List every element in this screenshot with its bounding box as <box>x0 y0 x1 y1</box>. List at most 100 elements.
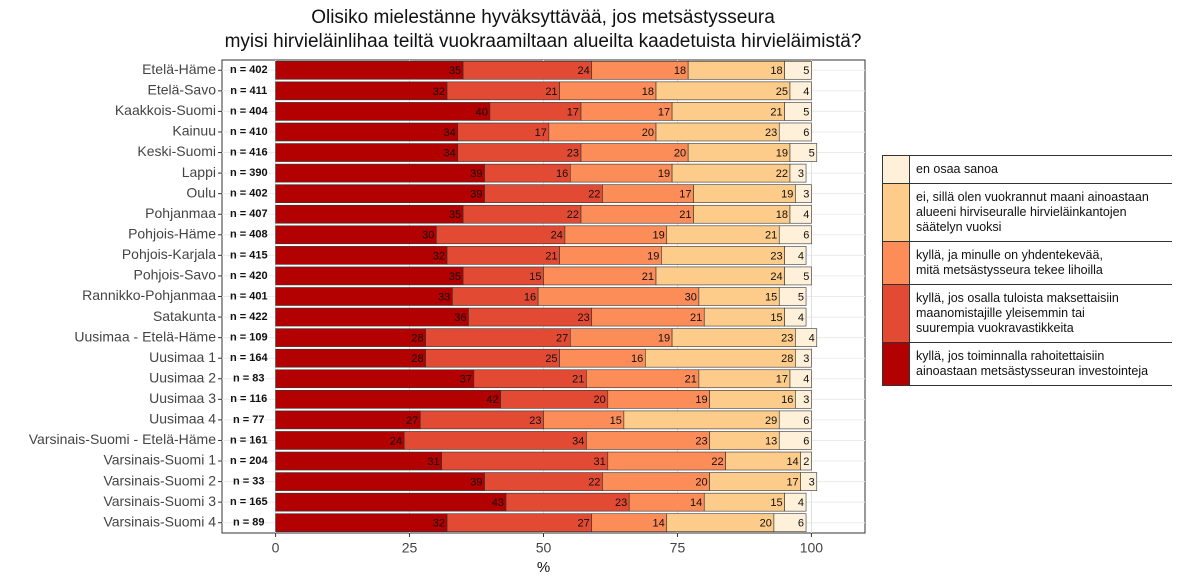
bar-segment <box>275 410 421 430</box>
bar-segment <box>800 451 812 471</box>
bar-segment <box>275 492 507 512</box>
bar-segment <box>569 328 673 347</box>
value-label: 4 <box>803 374 809 386</box>
bar-segment <box>784 307 807 327</box>
value-label: 40 <box>476 106 488 118</box>
value-label: 39 <box>470 189 482 201</box>
value-label: 35 <box>449 271 461 283</box>
x-axis-label: % <box>537 559 550 576</box>
n-label: n = 89 <box>233 517 265 529</box>
bar-segment <box>275 348 426 368</box>
bar-segment <box>564 225 668 245</box>
bar-segment <box>671 102 785 121</box>
value-label: 31 <box>427 456 439 468</box>
value-label: 31 <box>594 456 606 468</box>
value-label: 21 <box>765 230 777 242</box>
legend-key <box>882 156 910 183</box>
bar-segment <box>275 472 485 491</box>
bar-segment <box>778 431 812 450</box>
bar-segment <box>645 348 796 368</box>
n-label: n = 161 <box>230 434 268 446</box>
value-label: 21 <box>545 86 557 98</box>
bar-segment <box>275 102 491 121</box>
value-label: 24 <box>390 435 402 447</box>
value-label: 4 <box>798 312 804 324</box>
bar-segment <box>457 143 582 162</box>
value-label: 21 <box>770 106 782 118</box>
y-tick-label: Uusimaa - Etelä-Häme <box>74 328 216 344</box>
bar-segment <box>462 60 593 80</box>
value-label: 24 <box>770 271 782 283</box>
value-label: 18 <box>770 65 782 77</box>
bar-segment <box>505 492 630 512</box>
value-label: 14 <box>690 497 702 509</box>
bar-segment <box>468 307 593 327</box>
value-label: 15 <box>529 271 541 283</box>
bar-segment <box>778 122 812 142</box>
value-label: 23 <box>695 435 707 447</box>
value-label: 22 <box>588 189 600 201</box>
value-label: 22 <box>567 209 579 221</box>
legend-item: ei, sillä olen vuokrannut maani ainoasta… <box>882 184 1172 242</box>
legend-item: kyllä, ja minulle on yhdentekevää, mitä … <box>882 242 1172 285</box>
bar-segment <box>275 143 459 162</box>
value-label: 17 <box>535 127 547 139</box>
n-label: n = 411 <box>230 85 267 97</box>
bar-segment <box>275 369 475 389</box>
n-label: n = 416 <box>230 146 268 158</box>
bar-segment <box>666 225 780 245</box>
bar-segment <box>569 163 673 183</box>
value-label: 42 <box>486 394 498 406</box>
value-label: 22 <box>588 476 600 488</box>
value-label: 6 <box>803 127 809 139</box>
bar-segment <box>778 410 812 430</box>
value-label: 15 <box>770 312 782 324</box>
value-label: 5 <box>798 291 804 303</box>
y-tick-label: Uusimaa 1 <box>149 349 216 365</box>
value-label: 21 <box>545 250 557 262</box>
value-label: 6 <box>803 230 809 242</box>
bar-segment <box>661 246 785 265</box>
value-label: 3 <box>798 168 804 180</box>
bar-segment <box>586 431 710 450</box>
value-label: 33 <box>438 291 450 303</box>
y-tick-label: Oulu <box>186 184 216 200</box>
n-label: n = 165 <box>230 496 268 508</box>
bar-segment <box>473 369 587 389</box>
value-label: 16 <box>781 394 793 406</box>
value-label: 18 <box>674 65 686 77</box>
bar-segment <box>693 184 796 203</box>
bar-segment <box>275 431 405 450</box>
bar-segment <box>446 246 560 265</box>
legend-key <box>882 343 910 385</box>
value-label: 6 <box>798 518 804 530</box>
bar-segment <box>778 287 807 306</box>
y-tick-label: Varsinais-Suomi 2 <box>103 472 216 488</box>
value-label: 27 <box>406 415 418 427</box>
value-label: 34 <box>444 127 456 139</box>
bar-segment <box>591 307 705 327</box>
value-label: 23 <box>615 497 627 509</box>
value-label: 35 <box>449 65 461 77</box>
value-label: 28 <box>411 353 423 365</box>
bar-segment <box>602 472 710 491</box>
value-label: 19 <box>695 394 707 406</box>
value-label: 18 <box>642 86 654 98</box>
bar-segment <box>580 204 694 224</box>
bar-segment <box>623 410 780 430</box>
y-tick-label: Kainuu <box>172 123 216 139</box>
bar-segment <box>789 369 812 389</box>
x-tick-label: 100 <box>800 540 824 556</box>
value-label: 39 <box>470 476 482 488</box>
value-label: 21 <box>642 271 654 283</box>
value-label: 4 <box>798 250 804 262</box>
bar-segment <box>275 163 485 183</box>
value-label: 2 <box>803 456 809 468</box>
value-label: 17 <box>658 106 670 118</box>
value-label: 22 <box>776 168 788 180</box>
value-label: 17 <box>786 476 798 488</box>
bar-segment <box>671 328 796 347</box>
value-label: 20 <box>760 518 772 530</box>
value-label: 25 <box>776 86 788 98</box>
y-tick-label: Etelä-Savo <box>148 82 217 98</box>
